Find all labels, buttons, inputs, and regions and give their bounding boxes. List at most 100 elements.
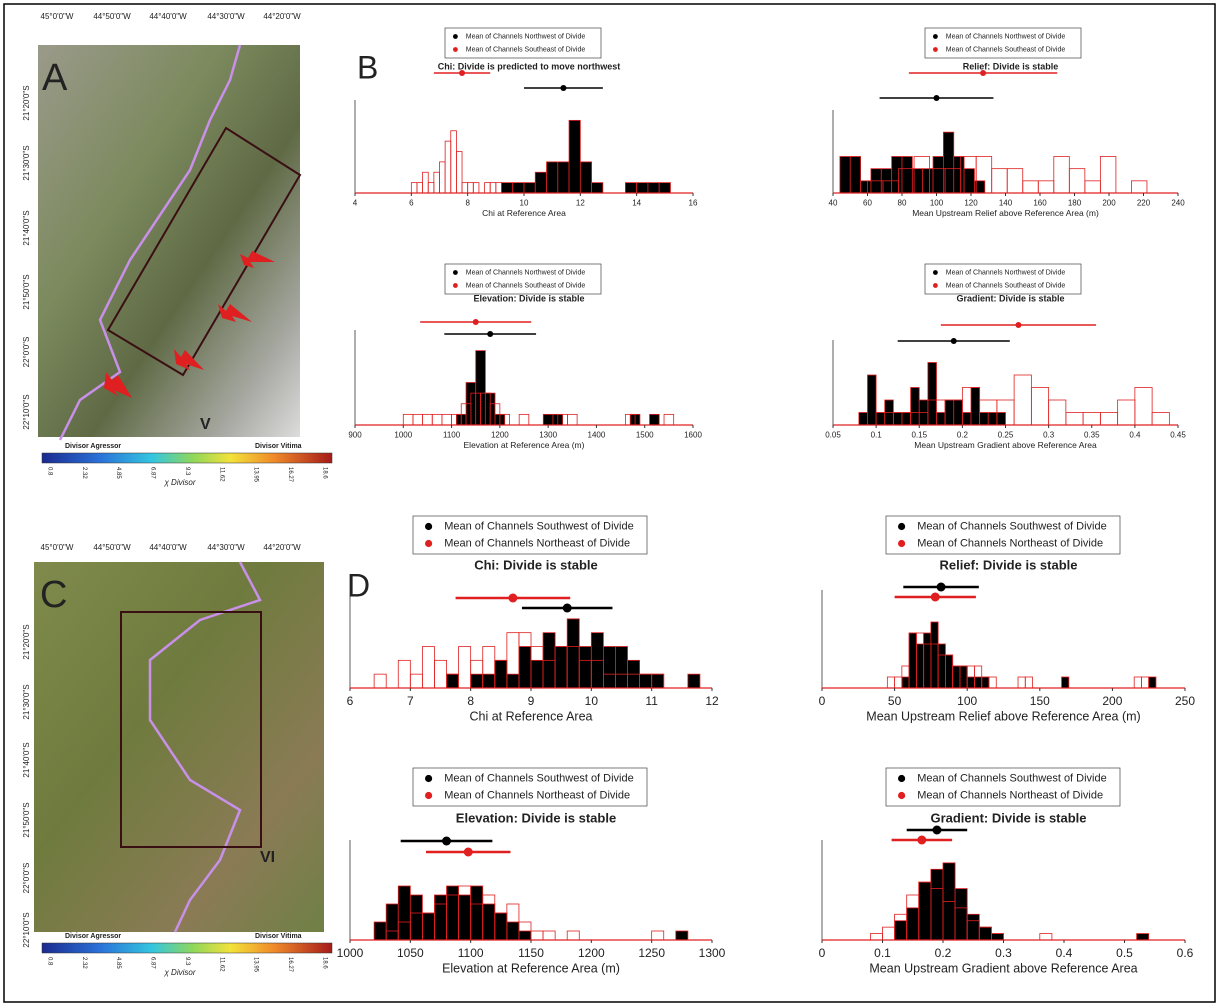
x-tick-label: 1000 [337,946,364,960]
latitude-label: 21°30'0"S [22,145,31,180]
x-tick-label: 0.4 [1056,946,1073,960]
x-tick-label: 0.3 [1043,430,1055,439]
legend-label: Mean of Channels Northwest of Divide [946,33,1066,40]
colorbar-tick-label: 0.8 [46,957,52,966]
legend-label: Mean of Channels Southeast of Divide [466,46,586,53]
histogram-bar [423,172,429,193]
legend-label: Mean of Channels Northeast of Divide [444,789,630,801]
x-tick-label: 1250 [638,946,665,960]
mean-marker [934,95,940,101]
histogram-bar [495,660,507,688]
histogram-bar [1040,934,1052,940]
histogram-bar [916,644,923,688]
panel-label: C [40,574,67,616]
legend-marker [453,34,458,39]
mean-marker [459,70,465,76]
latitude-label: 21°40'0"S [22,742,31,777]
histogram-bar [664,414,674,425]
x-tick-label: 200 [1102,694,1122,708]
x-tick-label: 8 [467,694,474,708]
legend-marker [933,34,938,39]
x-tick-label: 7 [407,694,414,708]
longitude-label: 44°50'0"W [93,12,131,21]
histogram-bar [410,895,422,940]
histogram-bar [1134,677,1141,688]
legend-label: Mean of Channels Southeast of Divide [946,46,1066,53]
x-tick-label: 250 [1175,694,1195,708]
longitude-label: 44°30'0"W [207,543,245,552]
histogram-bar [887,677,894,688]
latitude-label: 22°0'0"S [22,337,31,368]
x-tick-label: 1150 [518,946,544,960]
histogram-bar [468,183,474,193]
histogram-bar [459,895,471,940]
legend-marker [933,270,938,275]
latitude-label: 21°20'0"S [22,624,31,659]
legend-marker [898,775,905,782]
x-tick-label: 1000 [394,430,412,439]
legend-label: Mean of Channels Southwest of Divide [444,772,634,784]
histogram-bar [637,183,648,193]
histogram-bar [603,647,615,689]
longitude-label: 45°0'0"W [41,543,74,552]
histogram-bar [495,913,507,940]
histogram-bar [434,660,446,688]
x-tick-label: 150 [1030,694,1050,708]
histogram-bar [592,183,603,193]
latitude-label: 22°10'0"S [22,912,31,947]
chart-title: Chi: Divide is stable [474,557,598,572]
histogram-bar [876,413,885,426]
x-tick-label: 900 [348,430,362,439]
x-tick-label: 60 [863,198,872,207]
legend-marker [898,523,905,530]
colorbar-tick-label: 9.3 [184,957,190,966]
histogram-bar [850,157,860,194]
mean-marker [932,826,941,835]
colorbar-title: χ Divisor [163,478,195,487]
histogram-bar [911,388,920,426]
histogram-bar [967,677,974,688]
histogram-bar [1141,677,1148,688]
histogram-bar [1083,413,1100,426]
legend-label: Mean of Channels Southwest of Divide [917,520,1107,532]
histogram-bar [1066,413,1083,426]
x-tick-label: 6 [347,694,354,708]
histogram-bar [524,183,535,193]
histogram-bar [652,931,664,940]
longitude-label: 44°30'0"W [207,12,245,21]
colorbar-tick-label: 16.27 [287,467,293,483]
histogram-bar [982,677,989,688]
x-tick-label: 0.3 [995,946,1012,960]
x-tick-label: 10 [585,694,599,708]
histogram-bar [659,183,670,193]
x-tick-label: 1200 [491,430,509,439]
x-tick-label: 180 [1068,198,1082,207]
histogram-bar [650,414,660,425]
histogram-bar [933,157,943,194]
mean-marker [464,848,473,857]
x-tick-label: 12 [705,694,719,708]
histogram-bar [945,400,954,425]
colorbar-tick-label: 4.85 [115,467,121,479]
colorbar-tick-label: 6.87 [150,467,156,479]
x-tick-label: 11 [645,694,658,708]
histogram-bar [428,183,434,193]
histogram-bar [507,922,519,940]
legend-marker [898,792,905,799]
histogram-bar [543,414,553,425]
histogram-bar [483,904,495,940]
chart-title: Gradient: Divide is stable [956,293,1064,303]
mean-marker [442,837,451,846]
histogram-bar [967,914,979,940]
x-axis-label: Elevation at Reference Area (m) [442,961,620,975]
histogram-bar [447,886,459,940]
histogram-bar [558,162,569,193]
histogram-bar [1100,413,1117,426]
histogram-bar [547,162,558,193]
histogram-bar [971,388,980,426]
mean-marker [951,338,957,344]
x-tick-label: 14 [632,198,641,207]
longitude-label: 44°40'0"W [149,543,187,552]
x-tick-label: 160 [1033,198,1047,207]
histogram-bar [543,931,555,940]
